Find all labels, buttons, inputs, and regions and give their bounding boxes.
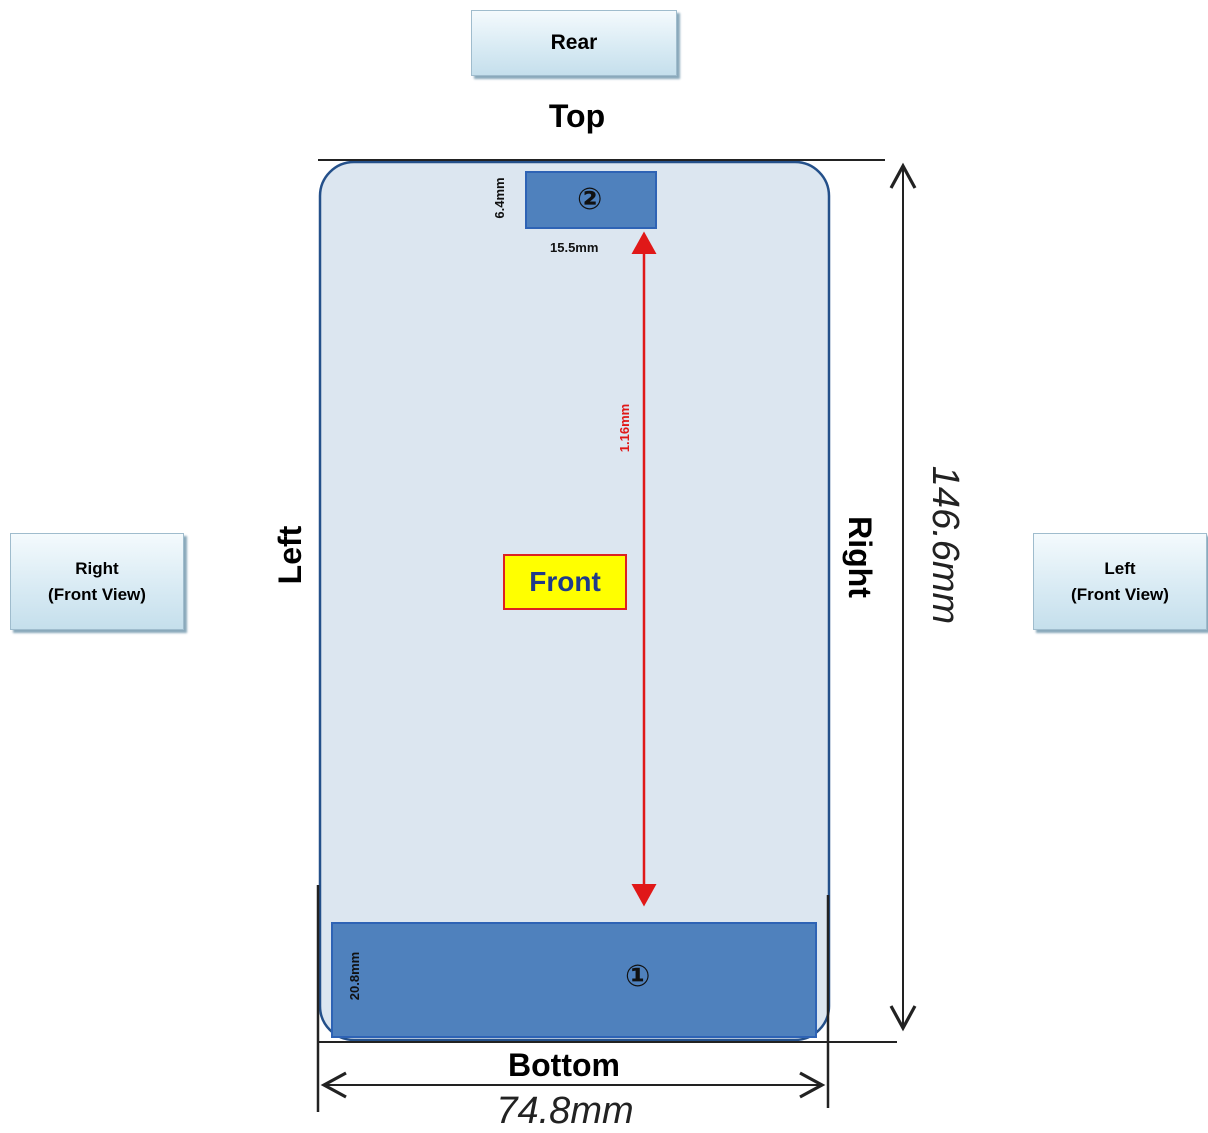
left-edge-label: Left xyxy=(272,525,308,585)
right-front-view-tag: Right (Front View) xyxy=(10,533,184,630)
right-front-view-line2: (Front View) xyxy=(48,584,146,604)
area-2-width-label: 15.5mm xyxy=(550,240,599,255)
rear-view-tag: Rear xyxy=(471,10,677,76)
right-edge-label: Right xyxy=(842,516,878,598)
separation-label: 1.16mm xyxy=(617,403,632,453)
area-1-box xyxy=(331,922,817,1038)
area-2-number: ② xyxy=(577,182,603,217)
bottom-edge-label: Bottom xyxy=(508,1047,620,1083)
left-front-view-line2: (Front View) xyxy=(1071,584,1169,604)
left-front-view-tag: Left (Front View) xyxy=(1033,533,1207,630)
area-2-box xyxy=(525,171,657,229)
overall-height-label: 146.6mm xyxy=(924,465,966,625)
rear-view-label: Rear xyxy=(550,31,598,54)
right-front-view-line1: Right xyxy=(75,559,119,578)
front-label: Front xyxy=(503,554,627,610)
area-1-number: ① xyxy=(625,959,651,994)
top-edge-label: Top xyxy=(548,98,606,134)
area-2-height-label: 6.4mm xyxy=(492,177,507,219)
overall-width-label: 74.8mm xyxy=(496,1090,634,1132)
left-front-view-line1: Left xyxy=(1104,559,1136,578)
area-1-height-label: 20.8mm xyxy=(347,951,362,1001)
